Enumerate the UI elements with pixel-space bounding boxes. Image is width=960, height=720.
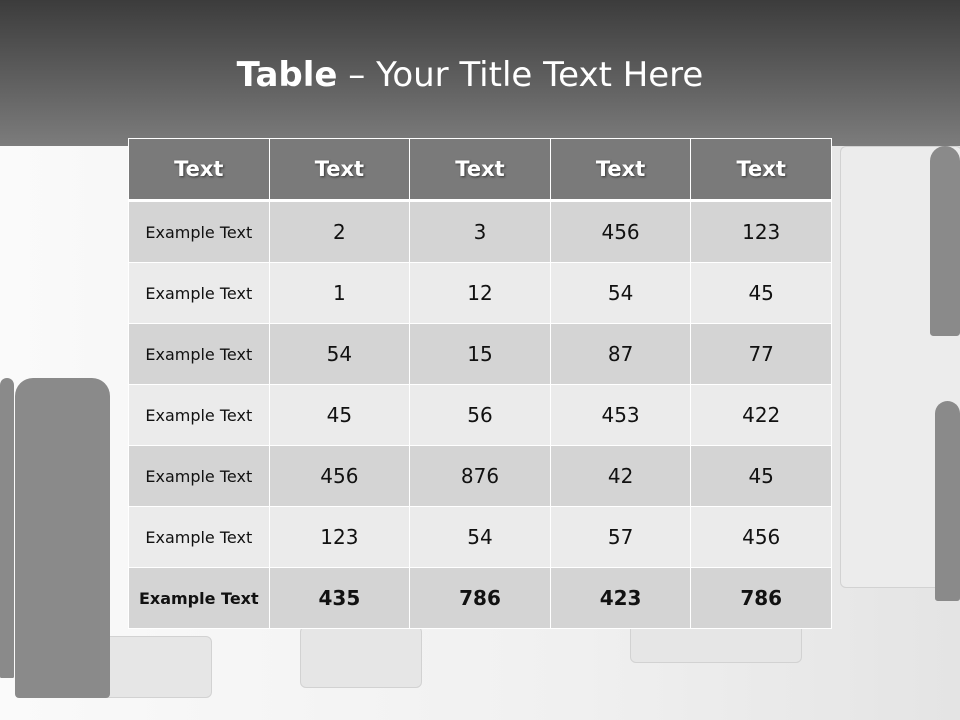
row-label-cell: Example Text bbox=[128, 200, 270, 263]
header-row: Text Text Text Text Text bbox=[128, 138, 832, 202]
slide-title: Table – Your Title Text Here bbox=[0, 55, 940, 95]
table-row: Example Text 1 12 54 45 bbox=[128, 262, 832, 324]
table-row: Example Text 2 3 456 123 bbox=[128, 200, 832, 263]
value-cell: 77 bbox=[690, 323, 832, 385]
row-label-cell: Example Text bbox=[128, 384, 270, 446]
row-label-cell: Example Text bbox=[128, 445, 270, 507]
value-cell: 45 bbox=[268, 384, 411, 446]
data-table: Text Text Text Text Text Example Text 2 3 4… bbox=[128, 138, 832, 629]
value-cell: 422 bbox=[690, 384, 832, 446]
value-cell: 786 bbox=[409, 567, 551, 629]
table-row: Example Text 45 56 453 422 bbox=[128, 384, 832, 446]
value-cell: 435 bbox=[268, 567, 411, 629]
value-cell: 1 bbox=[268, 262, 411, 324]
value-cell: 453 bbox=[549, 384, 692, 446]
value-cell: 45 bbox=[690, 262, 832, 324]
row-label-cell: Example Text bbox=[128, 323, 270, 385]
title-rest: – Your Title Text Here bbox=[337, 55, 704, 95]
header-cell: Text bbox=[690, 138, 832, 202]
value-cell: 123 bbox=[690, 200, 832, 263]
table-row: Example Text 54 15 87 77 bbox=[128, 323, 832, 385]
value-cell: 456 bbox=[549, 200, 692, 263]
header-cell: Text bbox=[409, 138, 551, 202]
value-cell: 456 bbox=[268, 445, 411, 507]
value-cell: 54 bbox=[409, 506, 551, 568]
value-cell: 423 bbox=[549, 567, 692, 629]
value-cell: 56 bbox=[409, 384, 551, 446]
title-band bbox=[0, 0, 960, 146]
header-cell: Text bbox=[268, 138, 411, 202]
value-cell: 786 bbox=[690, 567, 832, 629]
header-cell: Text bbox=[549, 138, 692, 202]
value-cell: 15 bbox=[409, 323, 551, 385]
value-cell: 42 bbox=[549, 445, 692, 507]
table-row: Example Text 435 786 423 786 bbox=[128, 567, 832, 629]
value-cell: 3 bbox=[409, 200, 551, 263]
row-label-cell: Example Text bbox=[128, 262, 270, 324]
value-cell: 123 bbox=[268, 506, 411, 568]
value-cell: 12 bbox=[409, 262, 551, 324]
row-label-cell: Example Text bbox=[128, 567, 270, 629]
value-cell: 54 bbox=[268, 323, 411, 385]
value-cell: 456 bbox=[690, 506, 832, 568]
value-cell: 876 bbox=[409, 445, 551, 507]
value-cell: 87 bbox=[549, 323, 692, 385]
value-cell: 2 bbox=[268, 200, 411, 263]
title-bold: Table bbox=[236, 55, 338, 95]
value-cell: 54 bbox=[549, 262, 692, 324]
header-cell: Text bbox=[128, 138, 270, 202]
table-row: Example Text 123 54 57 456 bbox=[128, 506, 832, 568]
table-row: Example Text 456 876 42 45 bbox=[128, 445, 832, 507]
row-label-cell: Example Text bbox=[128, 506, 270, 568]
value-cell: 45 bbox=[690, 445, 832, 507]
value-cell: 57 bbox=[549, 506, 692, 568]
